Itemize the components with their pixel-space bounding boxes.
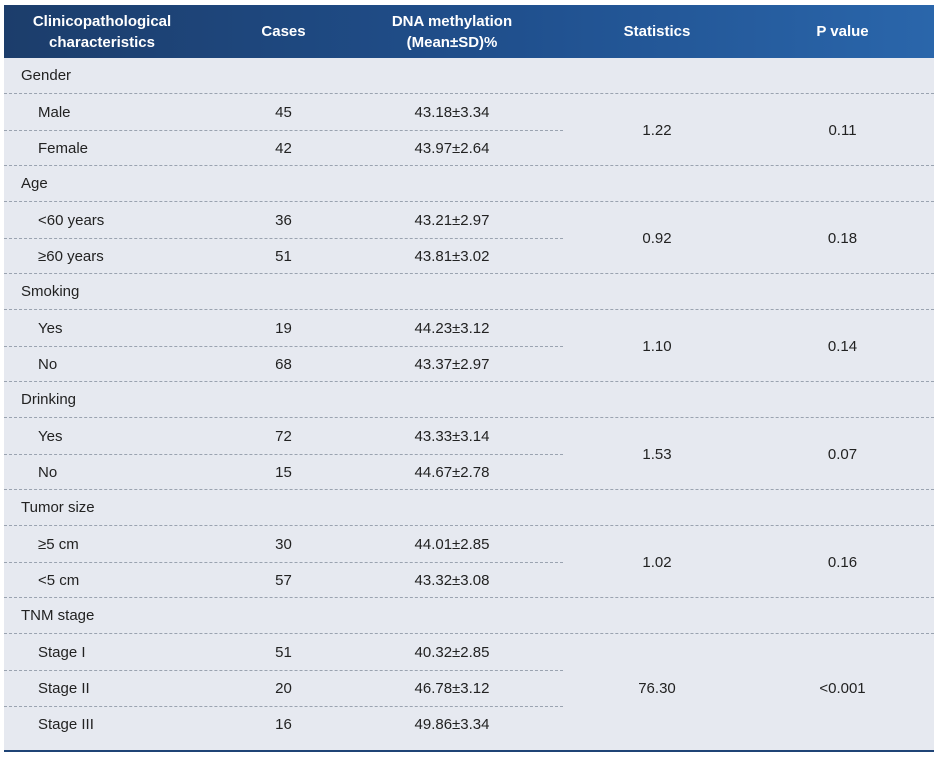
row-label: ≥60 years [38,247,104,265]
row-divider [4,562,563,563]
row-label: <5 cm [38,571,80,589]
row-label: Female [38,139,89,157]
data-table: Clinicopathological characteristics Case… [4,5,934,752]
row-cases: 51 [275,643,292,661]
table-row: Stage III 16 49.86±3.34 [4,706,934,742]
table-row: ≥5 cm 30 44.01±2.85 [4,526,934,562]
group-divider [4,489,934,490]
row-methylation: 46.78±3.12 [414,679,490,697]
p-value: 0.18 [827,229,858,247]
header-characteristics: Clinicopathological characteristics [32,12,172,51]
row-methylation: 43.33±3.14 [414,427,490,445]
row-methylation: 49.86±3.34 [414,715,490,733]
row-label: Stage I [38,643,86,661]
table-row: No 68 43.37±2.97 [4,346,934,382]
row-cases: 15 [275,463,292,481]
group-divider [4,273,934,274]
row-cases: 45 [275,103,292,121]
group-divider [4,597,934,598]
p-value: 0.11 [828,121,857,139]
row-cases: 51 [275,247,292,265]
group-divider [4,381,934,382]
group-title: Drinking [4,382,934,418]
header-p-value: P value [816,23,869,40]
row-group: Gender Male 45 43.18±3.34 Female 42 43.97±2.64… [4,58,934,166]
header-cases: Cases [261,23,306,40]
table-row: <5 cm 57 43.32±3.08 [4,562,934,598]
row-group: Smoking Yes 19 44.23±3.12 No 68 43.37±2.97 1.10… [4,274,934,382]
group-title: Smoking [4,274,934,310]
row-group: Age <60 years 36 43.21±2.97 ≥60 years 51 43.81… [4,166,934,274]
table-row: No 15 44.67±2.78 [4,454,934,490]
header-methylation: DNA methylation (Mean±SD)% [391,12,513,51]
row-divider [4,238,563,239]
row-divider [4,706,563,707]
row-methylation: 40.32±2.85 [414,643,490,661]
statistics-value: 76.30 [638,679,676,697]
row-cases: 42 [275,139,292,157]
row-cases: 19 [275,319,292,337]
header-statistics: Statistics [623,23,691,40]
row-cases: 57 [275,571,292,589]
row-cases: 20 [275,679,292,697]
row-methylation: 44.67±2.78 [414,463,490,481]
row-methylation: 44.23±3.12 [414,319,490,337]
statistics-value: 1.53 [642,445,672,463]
row-group: Tumor size ≥5 cm 30 44.01±2.85 <5 cm 57 43.32±… [4,490,934,598]
row-cases: 68 [275,355,292,373]
row-cases: 36 [275,211,292,229]
group-divider [4,165,934,166]
row-methylation: 43.97±2.64 [414,139,490,157]
row-label: No [38,355,58,373]
row-cases: 72 [275,427,292,445]
statistics-value: 1.02 [642,553,672,571]
row-label: ≥5 cm [38,535,79,553]
table-row: Yes 72 43.33±3.14 [4,418,934,454]
table-row: Female 42 43.97±2.64 [4,130,934,166]
table-row: <60 years 36 43.21±2.97 [4,202,934,238]
row-cases: 16 [275,715,292,733]
row-methylation: 43.81±3.02 [414,247,490,265]
row-divider [4,346,563,347]
statistics-value: 1.22 [642,121,672,139]
group-title: Tumor size [4,490,934,526]
table-body: Gender Male 45 43.18±3.34 Female 42 43.97±2.64… [4,58,934,742]
row-label: Male [38,103,71,121]
row-divider [4,454,563,455]
table-row: Male 45 43.18±3.34 [4,94,934,130]
p-value: 0.14 [827,337,858,355]
row-label: <60 years [38,211,105,229]
row-group: TNM stage Stage I 51 40.32±2.85 Stage II 20 46… [4,598,934,742]
group-title: TNM stage [4,598,934,634]
row-label: Stage II [38,679,90,697]
statistics-value: 1.10 [642,337,672,355]
row-methylation: 43.37±2.97 [414,355,490,373]
row-label: Stage III [38,715,94,733]
table-row: Stage I 51 40.32±2.85 [4,634,934,670]
p-value: 0.07 [827,445,858,463]
table-header: Clinicopathological characteristics Case… [4,5,934,58]
table-row: Stage II 20 46.78±3.12 [4,670,934,706]
group-title: Gender [4,58,934,94]
row-label: No [38,463,58,481]
row-group: Drinking Yes 72 43.33±3.14 No 15 44.67±2.78 1.5… [4,382,934,490]
table-row: ≥60 years 51 43.81±3.02 [4,238,934,274]
p-value: 0.16 [827,553,858,571]
row-methylation: 43.21±2.97 [414,211,490,229]
statistics-value: 0.92 [642,229,672,247]
table-row: Yes 19 44.23±3.12 [4,310,934,346]
row-label: Yes [38,319,63,337]
row-cases: 30 [275,535,292,553]
row-divider [4,130,563,131]
row-methylation: 43.18±3.34 [414,103,490,121]
row-methylation: 44.01±2.85 [414,535,490,553]
group-title: Age [4,166,934,202]
row-divider [4,670,563,671]
p-value: <0.001 [819,679,866,697]
row-methylation: 43.32±3.08 [414,571,490,589]
row-label: Yes [38,427,63,445]
